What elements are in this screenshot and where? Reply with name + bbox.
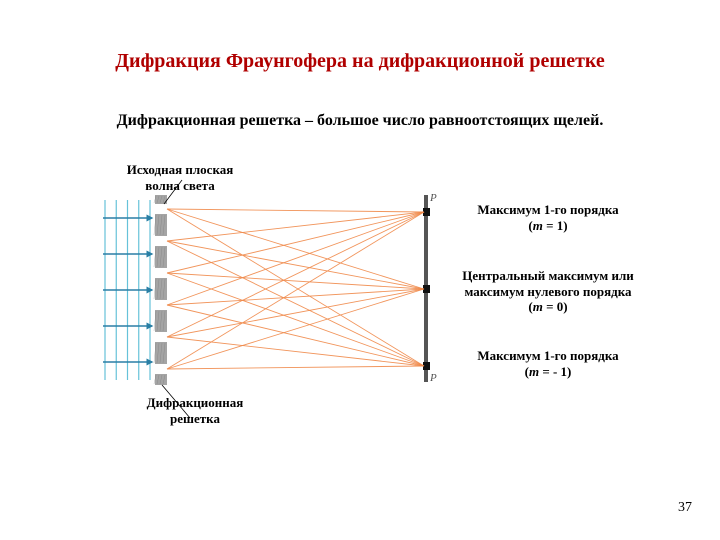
- svg-text:P: P: [429, 372, 437, 384]
- svg-text:P: P: [429, 192, 437, 204]
- diffraction-diagram: PP: [0, 0, 720, 540]
